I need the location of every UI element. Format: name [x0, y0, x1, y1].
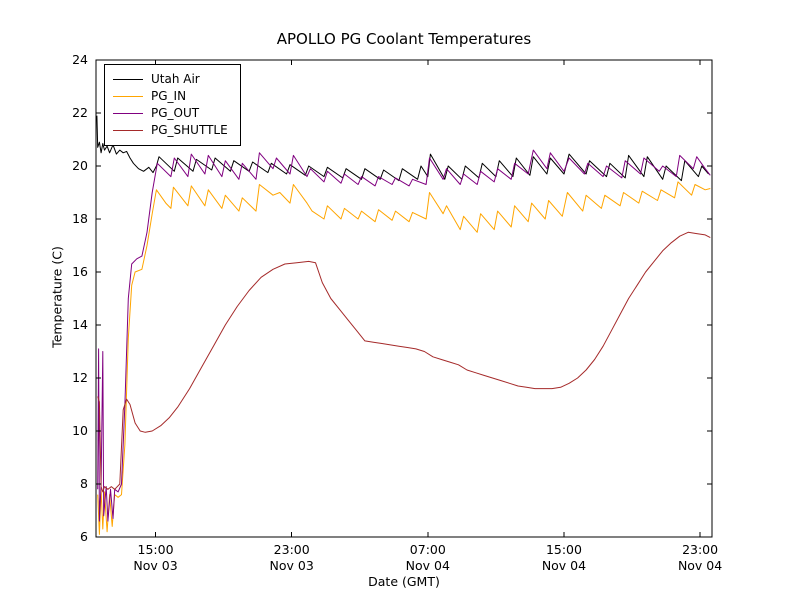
x-tick-label-date: Nov 04	[678, 558, 722, 573]
x-tick-label-date: Nov 04	[406, 558, 450, 573]
legend-label: PG_IN	[151, 89, 187, 103]
x-tick-label-date: Nov 04	[542, 558, 586, 573]
chart-title: APOLLO PG Coolant Temperatures	[276, 30, 532, 48]
series-line-pg-in	[97, 181, 711, 535]
series-line-utah-air	[96, 115, 709, 182]
y-tick-label: 10	[72, 423, 88, 438]
series-line-pg-shuttle	[97, 231, 711, 493]
legend-line-swatch	[113, 113, 143, 114]
y-tick-label: 16	[72, 264, 88, 279]
legend-item: PG_SHUTTLE	[113, 122, 228, 139]
legend-line-swatch	[113, 130, 143, 131]
y-tick-label: 14	[72, 317, 88, 332]
legend-item: Utah Air	[113, 71, 228, 88]
legend-item: PG_OUT	[113, 105, 228, 122]
y-tick-label: 6	[80, 529, 88, 544]
legend-label: PG_SHUTTLE	[151, 123, 228, 137]
legend-line-swatch	[113, 96, 143, 97]
y-tick-label: 18	[72, 211, 88, 226]
x-tick-label-time: 23:00	[682, 542, 718, 557]
axes-frame	[95, 59, 713, 538]
x-axis-label: Date (GMT)	[368, 574, 440, 589]
x-tick-label-date: Nov 03	[133, 558, 177, 573]
y-axis-label: Temperature (C)	[49, 246, 65, 348]
y-tick-label: 8	[80, 476, 88, 491]
x-tick-label-time: 15:00	[546, 542, 582, 557]
y-tick-label: 20	[72, 158, 88, 173]
legend-label: Utah Air	[151, 72, 200, 86]
x-tick-label-time: 23:00	[274, 542, 310, 557]
legend-label: PG_OUT	[151, 106, 200, 120]
legend: Utah Air PG_IN PG_OUT PG_SHUTTLE	[104, 64, 241, 146]
y-tick-label: 12	[72, 370, 88, 385]
x-tick-label-time: 15:00	[138, 542, 174, 557]
x-tick-label-time: 07:00	[410, 542, 446, 557]
series-line-pg-out	[97, 149, 711, 522]
legend-item: PG_IN	[113, 88, 228, 105]
x-tick-label-date: Nov 03	[270, 558, 314, 573]
legend-line-swatch	[113, 79, 143, 80]
y-tick-label: 22	[72, 105, 88, 120]
y-tick-label: 24	[72, 52, 88, 67]
